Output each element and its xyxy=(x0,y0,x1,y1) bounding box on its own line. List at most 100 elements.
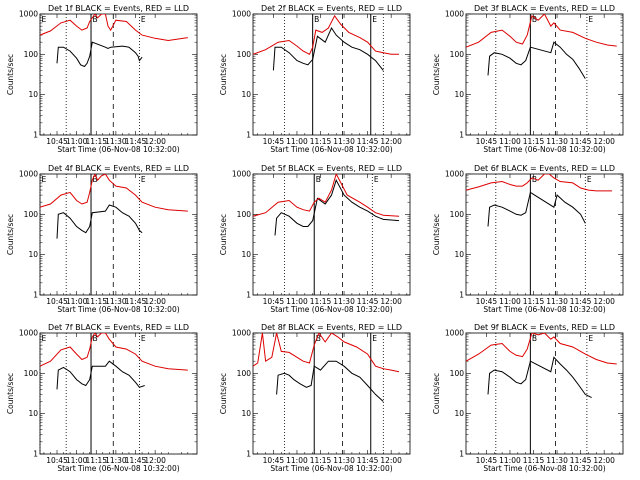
x-tick-label: 11:00 xyxy=(66,137,88,146)
x-tick-label: 10:45 xyxy=(476,137,498,146)
marker-label: E xyxy=(588,334,593,343)
x-tick-label: 10:45 xyxy=(263,137,285,146)
y-tick-label: 1 xyxy=(459,450,464,459)
marker-label: E xyxy=(374,175,379,184)
marker-label: E xyxy=(588,15,593,24)
series-line-events xyxy=(56,204,143,239)
y-axis-label: Counts/sec xyxy=(432,54,441,95)
x-tick-label: 11:30 xyxy=(546,137,568,146)
axes-frame xyxy=(465,13,624,136)
x-tick-label: 11:45 xyxy=(570,137,592,146)
marker-label: B xyxy=(316,175,321,184)
y-tick-label: 1 xyxy=(246,131,251,140)
y-tick-label: 100 xyxy=(24,50,39,59)
marker-label: E xyxy=(587,175,592,184)
x-axis-label: Start Time (06-Nov-08 10:32:00) xyxy=(57,305,179,314)
y-tick-label: 1000 xyxy=(445,329,464,338)
x-tick-label: 11:15 xyxy=(523,456,545,465)
panel-det-8: Det 8f BLACK = Events, RED = LLD 1 10 100 10… xyxy=(219,323,411,473)
x-tick-label: 11:30 xyxy=(333,456,355,465)
y-tick-label: 10 xyxy=(454,90,464,99)
series-line-events xyxy=(274,178,400,236)
x-axis-label: Start Time (06-Nov-08 10:32:00) xyxy=(483,305,605,314)
marker-label: B xyxy=(316,334,321,343)
y-tick-label: 1 xyxy=(246,291,251,300)
x-axis-label: Start Time (06-Nov-08 10:32:00) xyxy=(57,464,179,473)
x-tick-label: 12:00 xyxy=(593,297,615,306)
panel-title: Det 9f BLACK = Events, RED = LLD xyxy=(474,323,615,332)
series-line-lld xyxy=(40,14,188,42)
y-tick-label: 1000 xyxy=(232,329,251,338)
marker-label: B xyxy=(532,15,537,24)
marker-label: E xyxy=(42,175,47,184)
panel-det-5: Det 5f BLACK = Events, RED = LLD 1 10 100 10… xyxy=(219,164,411,314)
panel-det-6: Det 6f BLACK = Events, RED = LLD 1 10 100 10… xyxy=(432,164,624,314)
y-tick-label: 1000 xyxy=(19,10,38,19)
panel-det-2: Det 2f BLACK = Events, RED = LLD 1 10 100 10… xyxy=(219,4,411,154)
series-line-events xyxy=(487,356,592,399)
series-line-events xyxy=(56,360,145,390)
x-tick-label: 11:15 xyxy=(85,137,107,146)
y-tick-label: 1000 xyxy=(232,170,251,179)
y-tick-label: 100 xyxy=(237,210,252,219)
marker-label: B xyxy=(93,15,98,24)
y-tick-label: 1000 xyxy=(232,10,251,19)
series-line-lld xyxy=(40,333,188,371)
marker-label: E xyxy=(141,15,146,24)
x-tick-label: 11:45 xyxy=(125,297,147,306)
panel-det-3: Det 3f BLACK = Events, RED = LLD 1 10 100 10… xyxy=(432,4,624,154)
x-tick-label: 12:00 xyxy=(593,456,615,465)
x-tick-label: 10:45 xyxy=(46,297,68,306)
x-tick-label: 11:45 xyxy=(125,137,147,146)
panel-det-7: Det 7f BLACK = Events, RED = LLD 1 10 100 10… xyxy=(6,323,198,473)
x-tick-label: 11:45 xyxy=(125,456,147,465)
x-tick-label: 11:15 xyxy=(523,137,545,146)
y-tick-label: 1 xyxy=(246,450,251,459)
x-tick-label: 10:45 xyxy=(46,137,68,146)
x-tick-label: 11:15 xyxy=(85,456,107,465)
series-line-events xyxy=(487,191,586,227)
y-tick-label: 10 xyxy=(241,90,251,99)
x-axis-label: Start Time (06-Nov-08 10:32:00) xyxy=(483,145,605,154)
series-line-events xyxy=(56,41,143,68)
y-tick-label: 10 xyxy=(28,90,38,99)
axes-frame xyxy=(465,173,624,296)
x-tick-label: 11:00 xyxy=(66,297,88,306)
x-tick-label: 11:45 xyxy=(357,137,379,146)
x-tick-label: 11:15 xyxy=(310,137,332,146)
series-line-lld xyxy=(466,333,617,365)
y-tick-label: 1000 xyxy=(445,170,464,179)
x-tick-label: 11:45 xyxy=(357,456,379,465)
panel-title: Det 4f BLACK = Events, RED = LLD xyxy=(48,164,189,173)
x-tick-label: 10:45 xyxy=(476,297,498,306)
axes-frame xyxy=(252,13,411,136)
x-axis-label: Start Time (06-Nov-08 10:32:00) xyxy=(270,145,392,154)
x-tick-label: 11:00 xyxy=(286,137,308,146)
x-tick-label: 12:00 xyxy=(380,456,402,465)
axes-frame xyxy=(39,332,198,455)
x-tick-label: 11:45 xyxy=(570,297,592,306)
x-tick-label: 11:30 xyxy=(333,297,355,306)
x-tick-label: 12:00 xyxy=(144,137,166,146)
y-axis-label: Counts/sec xyxy=(6,373,15,414)
x-tick-label: 11:30 xyxy=(105,456,127,465)
panel-title: Det 3f BLACK = Events, RED = LLD xyxy=(474,4,615,13)
x-tick-label: 11:00 xyxy=(499,456,521,465)
y-axis-label: Counts/sec xyxy=(6,214,15,255)
x-tick-label: 12:00 xyxy=(380,137,402,146)
panel-title: Det 2f BLACK = Events, RED = LLD xyxy=(261,4,402,13)
y-tick-label: 1 xyxy=(33,131,38,140)
axes-frame xyxy=(465,332,624,455)
x-axis-label: Start Time (06-Nov-08 10:32:00) xyxy=(270,464,392,473)
marker-label: E xyxy=(141,175,146,184)
x-tick-label: 11:30 xyxy=(105,297,127,306)
x-tick-label: 11:00 xyxy=(286,297,308,306)
x-tick-label: 11:15 xyxy=(310,297,332,306)
marker-label: B xyxy=(532,175,537,184)
panel-title: Det 1f BLACK = Events, RED = LLD xyxy=(48,4,189,13)
y-axis-label: Counts/sec xyxy=(6,54,15,95)
x-tick-label: 11:00 xyxy=(499,137,521,146)
x-tick-label: 10:45 xyxy=(476,456,498,465)
x-tick-label: 12:00 xyxy=(144,456,166,465)
